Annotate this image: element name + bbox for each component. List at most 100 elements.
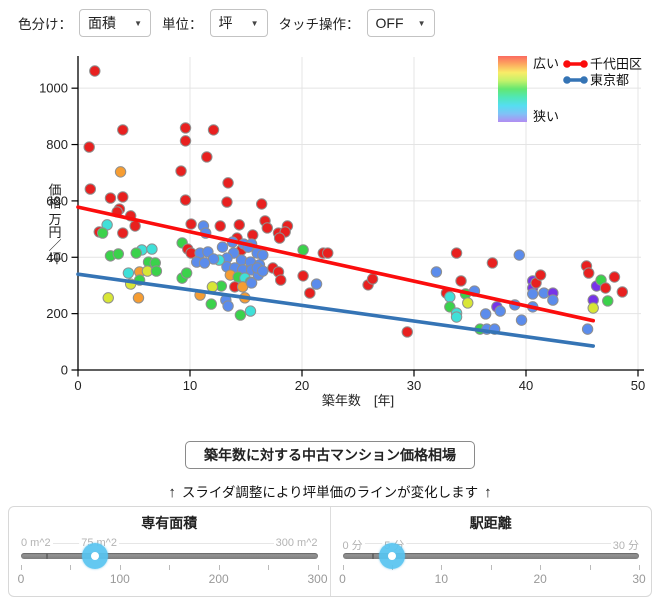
touch-mode-value: OFF [375, 15, 404, 31]
data-point[interactable] [547, 294, 559, 306]
data-point[interactable] [179, 135, 192, 147]
data-point[interactable] [104, 192, 117, 204]
data-point[interactable] [117, 124, 129, 136]
touch-mode-select[interactable]: OFF ▼ [366, 9, 435, 37]
data-point[interactable] [450, 311, 463, 323]
data-point[interactable] [587, 302, 599, 314]
legend-series-label[interactable]: 東京都 [590, 73, 629, 88]
slider-tick [342, 565, 344, 570]
slider-baseline [342, 543, 639, 544]
data-point[interactable] [146, 243, 158, 255]
chevron-down-icon: ▼ [417, 18, 426, 28]
data-point[interactable] [599, 282, 612, 294]
data-point[interactable] [216, 241, 229, 253]
data-point[interactable] [261, 222, 273, 234]
data-point[interactable] [455, 275, 467, 287]
data-point[interactable] [494, 305, 506, 317]
slider-scale-number: 0 [17, 572, 25, 586]
data-point[interactable] [401, 326, 413, 338]
data-point[interactable] [89, 65, 101, 77]
chevron-down-icon: ▼ [250, 18, 259, 28]
data-point[interactable] [222, 300, 234, 312]
data-point[interactable] [581, 323, 594, 335]
data-point[interactable] [244, 305, 257, 317]
data-point[interactable] [175, 165, 187, 177]
data-point[interactable] [602, 295, 614, 307]
x-tick-label: 30 [407, 378, 421, 393]
data-point[interactable] [616, 286, 629, 298]
data-point[interactable] [479, 308, 492, 320]
data-point[interactable] [444, 291, 456, 303]
data-point[interactable] [462, 297, 474, 309]
data-point[interactable] [450, 247, 463, 259]
data-point[interactable] [150, 265, 163, 277]
data-point[interactable] [430, 266, 443, 278]
data-point[interactable] [205, 298, 217, 310]
data-point[interactable] [527, 288, 539, 300]
data-point[interactable] [304, 287, 316, 299]
data-point[interactable] [310, 278, 323, 290]
data-point[interactable] [275, 274, 287, 286]
unit-select[interactable]: 坪 ▼ [209, 9, 268, 37]
data-point[interactable] [198, 257, 211, 269]
data-point[interactable] [257, 249, 269, 261]
slider-note: ↑ スライダ調整により坪単価のラインが変化します ↑ [0, 481, 660, 501]
data-point[interactable] [214, 220, 226, 232]
data-point[interactable] [297, 244, 309, 256]
slider-tick [639, 565, 640, 570]
data-point[interactable] [179, 122, 192, 134]
data-point[interactable] [486, 257, 499, 269]
data-point[interactable] [234, 309, 247, 321]
slider-track[interactable] [21, 553, 318, 559]
slider-tick [21, 565, 22, 570]
data-point[interactable] [206, 281, 219, 293]
chart-title-button[interactable]: 築年数に対する中古マンション価格相場 [185, 441, 475, 469]
data-point[interactable] [185, 218, 197, 230]
data-point[interactable] [102, 292, 114, 304]
data-point[interactable] [84, 183, 97, 195]
data-point[interactable] [257, 265, 269, 277]
data-point[interactable] [129, 220, 141, 232]
data-point[interactable] [366, 273, 379, 285]
slider-track[interactable] [342, 553, 639, 559]
data-point[interactable] [207, 124, 220, 136]
data-point[interactable] [222, 177, 234, 189]
data-point[interactable] [122, 267, 135, 279]
data-point[interactable] [273, 232, 286, 244]
data-point[interactable] [515, 314, 528, 326]
data-point[interactable] [221, 196, 233, 208]
data-point[interactable] [114, 166, 127, 178]
data-point[interactable] [130, 247, 142, 259]
legend-wide-label: 広い [533, 56, 559, 71]
data-point[interactable] [96, 227, 109, 239]
data-point[interactable] [83, 141, 95, 153]
data-point[interactable] [233, 219, 245, 231]
data-point[interactable] [297, 270, 309, 282]
data-point[interactable] [513, 249, 525, 261]
data-point[interactable] [245, 277, 258, 289]
data-point[interactable] [180, 267, 193, 279]
data-point[interactable] [179, 194, 192, 206]
slider-panel-0: 専有面積 0 m^2 75 m^2 300 m^2 0 100 200 300 [9, 507, 330, 596]
data-point[interactable] [322, 247, 334, 259]
data-point[interactable] [117, 191, 129, 203]
data-point[interactable] [583, 267, 595, 279]
data-point[interactable] [117, 227, 129, 239]
slider-notch [372, 553, 375, 559]
color-by-select[interactable]: 面積 ▼ [79, 9, 151, 37]
data-point[interactable] [112, 248, 125, 260]
data-point[interactable] [201, 151, 213, 163]
x-axis-title: 築年数 [年] [322, 393, 394, 408]
slider-thumb[interactable] [378, 543, 405, 569]
data-point[interactable] [255, 198, 268, 210]
data-point[interactable] [534, 269, 547, 281]
y-tick-label: 200 [46, 306, 68, 321]
slider-thumb[interactable] [82, 543, 109, 569]
legend-series-label[interactable]: 千代田区 [590, 57, 642, 72]
data-point[interactable] [608, 271, 621, 283]
up-arrow-icon: ↑ [168, 484, 176, 501]
data-point[interactable] [132, 292, 145, 304]
